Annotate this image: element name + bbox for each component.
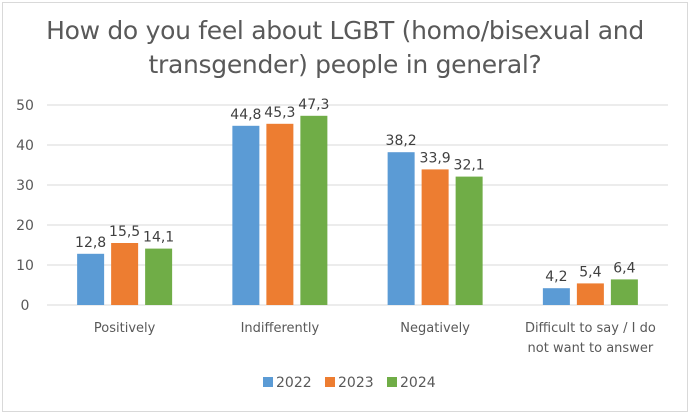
y-tick-label: 50 xyxy=(16,98,34,114)
legend-label-2022: 2022 xyxy=(276,375,312,391)
gridlines xyxy=(47,104,668,306)
y-tick-label: 40 xyxy=(16,138,34,154)
y-tick-label: 20 xyxy=(16,218,34,234)
legend-label-2024: 2024 xyxy=(400,375,436,391)
data-label: 15,5 xyxy=(109,224,140,240)
bar-2022-1 xyxy=(232,125,260,305)
legend: 2022 2023 2024 xyxy=(263,375,436,391)
y-tick-label: 10 xyxy=(16,258,34,274)
bar-2024-0 xyxy=(145,248,173,305)
bar-2023-2 xyxy=(421,169,449,305)
data-label: 6,4 xyxy=(613,260,635,276)
data-label: 47,3 xyxy=(298,97,329,113)
x-category-label: Indifferently xyxy=(241,321,320,336)
y-axis-ticks: 0 10 20 30 40 50 xyxy=(16,98,34,314)
data-label: 44,8 xyxy=(230,107,261,123)
data-label: 14,1 xyxy=(143,230,174,246)
bar-2022-3 xyxy=(542,288,570,305)
bar-2022-0 xyxy=(77,253,105,305)
data-label: 33,9 xyxy=(420,150,451,166)
chart-title-line-2: transgender) people in general? xyxy=(148,50,542,79)
bar-2022-2 xyxy=(387,152,415,305)
bar-2023-0 xyxy=(111,243,139,305)
x-axis-categories: Positively Indifferently Negatively Difficu… xyxy=(94,321,656,356)
legend-swatch-2022 xyxy=(263,377,273,387)
x-category-label: Negatively xyxy=(400,321,470,336)
bar-2024-2 xyxy=(455,176,483,305)
legend-swatch-2024 xyxy=(387,377,397,387)
bar-2023-1 xyxy=(266,123,294,305)
bar-2024-1 xyxy=(300,115,328,305)
bar-2024-3 xyxy=(610,279,638,305)
y-tick-label: 0 xyxy=(21,298,30,314)
bar-2023-3 xyxy=(576,283,604,305)
chart-title-line-1: How do you feel about LGBT (homo/bisexua… xyxy=(46,16,644,45)
data-label: 4,2 xyxy=(545,269,567,285)
y-tick-label: 30 xyxy=(16,178,34,194)
data-label: 45,3 xyxy=(264,105,295,121)
data-label: 32,1 xyxy=(454,158,485,174)
legend-label-2023: 2023 xyxy=(338,375,374,391)
data-label: 38,2 xyxy=(386,133,417,149)
data-labels: 12,815,5 14,1 44,8 45,3 47,3 38,233,9 32,1 4,2 5… xyxy=(75,97,636,285)
data-label: 5,4 xyxy=(579,264,601,280)
x-category-label: not want to answer xyxy=(528,341,654,356)
x-category-label: Difficult to say / I do xyxy=(525,321,656,336)
bars xyxy=(77,115,638,305)
data-label: 12,8 xyxy=(75,235,106,251)
chart-title: How do you feel about LGBT (homo/bisexua… xyxy=(0,14,690,82)
x-category-label: Positively xyxy=(94,321,156,336)
legend-swatch-2023 xyxy=(325,377,335,387)
